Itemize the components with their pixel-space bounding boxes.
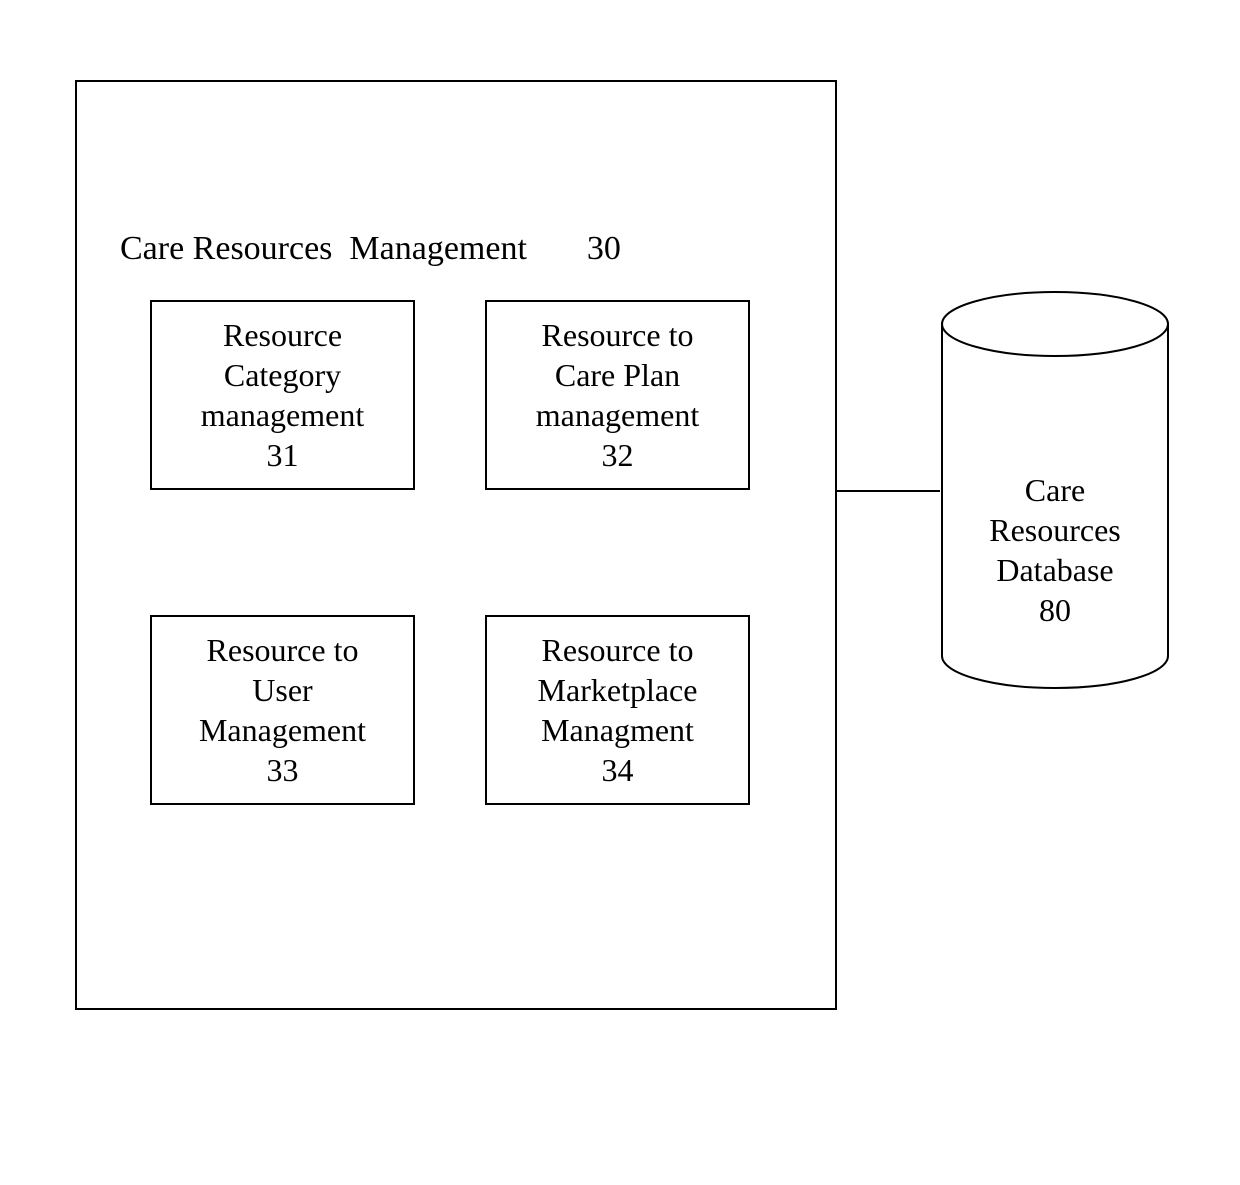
cylinder-line: Database [940, 550, 1170, 590]
care-resources-management-box [75, 80, 837, 1010]
cylinder-line: Care [940, 470, 1170, 510]
box-line: management [201, 395, 364, 435]
box-line: Care Plan [555, 355, 680, 395]
resource-to-user-management-box: Resource to User Management 33 [150, 615, 415, 805]
box-line: User [252, 670, 312, 710]
connector-line [837, 490, 940, 492]
box-number: 34 [602, 750, 634, 790]
box-line: Managment [541, 710, 694, 750]
box-number: 33 [267, 750, 299, 790]
main-title-number: 30 [587, 230, 621, 268]
resource-to-marketplace-management-box: Resource to Marketplace Managment 34 [485, 615, 750, 805]
diagram-canvas: Care Resources Management 30 Resource Ca… [0, 0, 1240, 1185]
box-line: Resource to [542, 315, 694, 355]
main-title-row: Care Resources Management 30 [120, 230, 621, 268]
box-line: Resource to [207, 630, 359, 670]
box-line: Resource to [542, 630, 694, 670]
main-title-label: Care Resources Management [120, 230, 527, 268]
cylinder-label-group: Care Resources Database 80 [940, 470, 1170, 630]
box-line: Marketplace [538, 670, 698, 710]
box-line: Resource [223, 315, 342, 355]
box-number: 31 [267, 435, 299, 475]
box-line: Category [224, 355, 341, 395]
care-resources-database-cylinder: Care Resources Database 80 [940, 290, 1170, 690]
cylinder-line: Resources [940, 510, 1170, 550]
resource-category-management-box: Resource Category management 31 [150, 300, 415, 490]
box-number: 32 [602, 435, 634, 475]
resource-to-care-plan-management-box: Resource to Care Plan management 32 [485, 300, 750, 490]
box-line: management [536, 395, 699, 435]
box-line: Management [199, 710, 366, 750]
cylinder-number: 80 [940, 590, 1170, 630]
